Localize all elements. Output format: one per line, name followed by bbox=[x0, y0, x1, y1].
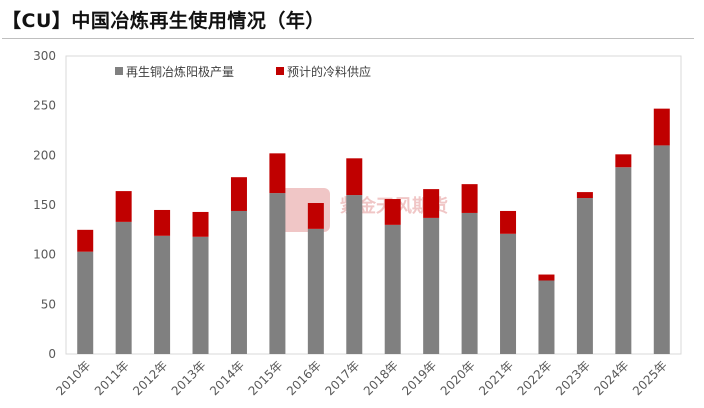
bar-segment-series-1 bbox=[576, 198, 593, 354]
bar-segment-series-1 bbox=[230, 210, 247, 354]
bar-segment-series-2 bbox=[192, 211, 209, 237]
bar-segment-series-1 bbox=[77, 251, 94, 354]
bar-segment-series-2 bbox=[269, 153, 286, 194]
bar-segment-series-1 bbox=[384, 224, 401, 354]
bar-segment-series-2 bbox=[307, 203, 324, 229]
y-tick-label: 50 bbox=[41, 297, 56, 311]
x-tick-label: 2018年 bbox=[361, 358, 401, 398]
y-tick-label: 0 bbox=[48, 347, 56, 361]
x-tick-label: 2019年 bbox=[399, 358, 439, 398]
bars bbox=[77, 108, 670, 354]
x-tick-label: 2024年 bbox=[591, 358, 631, 398]
x-tick-label: 2017年 bbox=[322, 358, 362, 398]
bar-segment-series-1 bbox=[192, 236, 209, 354]
x-tick-label: 2012年 bbox=[130, 358, 170, 398]
plot-frame bbox=[65, 55, 682, 355]
watermark-logo: 紫金天风期货 bbox=[280, 188, 448, 232]
bar-segment-series-1 bbox=[538, 280, 555, 354]
x-tick-label: 2013年 bbox=[169, 358, 209, 398]
bar-segment-series-1 bbox=[653, 145, 670, 354]
x-tick-label: 2011年 bbox=[92, 358, 132, 398]
bar-segment-series-1 bbox=[346, 195, 363, 354]
legend-label-series-2: 预计的冷料供应 bbox=[287, 64, 371, 79]
x-tick-label: 2025年 bbox=[630, 358, 670, 398]
bar-segment-series-2 bbox=[115, 191, 132, 222]
y-tick-label: 250 bbox=[33, 99, 56, 113]
bar-segment-series-2 bbox=[500, 210, 517, 234]
y-tick-label: 200 bbox=[33, 148, 56, 162]
x-tick-label: 2016年 bbox=[284, 358, 324, 398]
legend-swatch-series-2 bbox=[276, 67, 284, 75]
bar-segment-series-1 bbox=[615, 167, 632, 354]
x-tick-label: 2020年 bbox=[438, 358, 478, 398]
x-axis: 2010年2011年2012年2013年2014年2015年2016年2017年… bbox=[53, 358, 670, 398]
x-tick-label: 2021年 bbox=[476, 358, 516, 398]
x-tick-label: 2010年 bbox=[53, 358, 93, 398]
x-tick-label: 2014年 bbox=[207, 358, 247, 398]
bar-segment-series-2 bbox=[615, 154, 632, 168]
x-tick-label: 2022年 bbox=[515, 358, 555, 398]
bar-segment-series-2 bbox=[77, 229, 94, 252]
legend-label-series-1: 再生铜冶炼阳极产量 bbox=[126, 64, 234, 79]
bar-segment-series-2 bbox=[384, 199, 401, 225]
x-tick-label: 2023年 bbox=[553, 358, 593, 398]
bar-segment-series-2 bbox=[461, 184, 478, 213]
y-axis: 0 50 100 150 200 250 300 bbox=[33, 49, 56, 361]
x-tick-label: 2015年 bbox=[246, 358, 286, 398]
bar-segment-series-1 bbox=[115, 221, 132, 354]
bar-segment-series-2 bbox=[346, 158, 363, 196]
y-tick-label: 300 bbox=[33, 49, 56, 63]
bar-segment-series-1 bbox=[423, 217, 440, 354]
y-tick-label: 100 bbox=[33, 248, 56, 262]
bar-segment-series-2 bbox=[576, 192, 593, 199]
bar-segment-series-2 bbox=[423, 189, 440, 218]
bar-segment-series-1 bbox=[461, 212, 478, 354]
plot-border bbox=[65, 55, 682, 355]
legend-swatch-series-1 bbox=[115, 67, 123, 75]
bar-segment-series-1 bbox=[154, 235, 171, 354]
bar-segment-series-1 bbox=[269, 193, 286, 354]
y-tick-label: 150 bbox=[33, 198, 56, 212]
chart-title: 【CU】中国冶炼再生使用情况（年） bbox=[2, 10, 325, 32]
bar-segment-series-2 bbox=[230, 177, 247, 211]
bar-segment-series-2 bbox=[154, 209, 171, 236]
legend: 再生铜冶炼阳极产量 预计的冷料供应 bbox=[115, 64, 371, 79]
bar-segment-series-2 bbox=[653, 108, 670, 146]
title-divider bbox=[2, 38, 694, 39]
bar-segment-series-1 bbox=[307, 228, 324, 354]
bar-segment-series-2 bbox=[538, 274, 555, 281]
bar-segment-series-1 bbox=[500, 233, 517, 354]
